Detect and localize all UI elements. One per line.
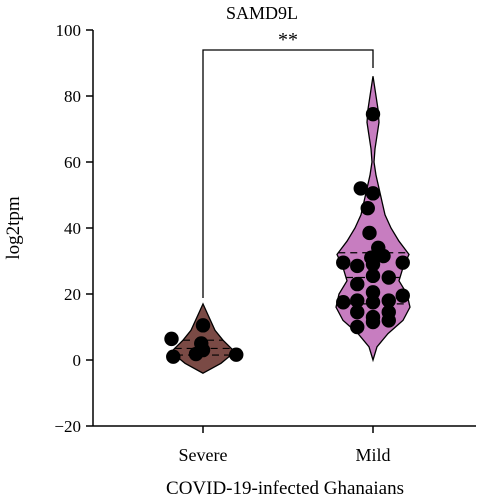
- data-point: [229, 347, 244, 362]
- x-tick-label: Mild: [355, 445, 390, 465]
- data-points: [164, 106, 410, 364]
- data-point: [365, 106, 381, 122]
- data-point: [195, 318, 211, 333]
- data-point: [395, 288, 410, 303]
- data-point: [336, 295, 351, 310]
- y-tick-label: 0: [73, 351, 82, 370]
- y-tick-label: 60: [64, 153, 81, 172]
- data-point: [365, 268, 381, 284]
- significance-bracket: [202, 49, 374, 298]
- y-axis-label: log2tpm: [3, 196, 24, 260]
- y-tick-label: 20: [64, 285, 81, 304]
- data-point: [381, 313, 396, 328]
- significance-annotation: **: [202, 29, 374, 298]
- data-point: [350, 293, 365, 308]
- axes: −20 0 20 40 60 80 100 Severe Mild: [54, 21, 476, 465]
- data-point: [362, 225, 377, 241]
- data-point: [376, 248, 391, 264]
- x-axis-label: COVID-19-infected Ghanaians: [166, 478, 404, 499]
- y-tick-label: 100: [56, 21, 82, 40]
- data-point: [360, 201, 375, 216]
- data-point: [164, 331, 179, 347]
- significance-label: **: [278, 29, 298, 51]
- chart-title: SAMD9L: [226, 3, 298, 23]
- y-tick-label: 40: [64, 219, 81, 238]
- y-tick-label: 80: [64, 87, 81, 106]
- x-tick-label: Severe: [179, 445, 228, 465]
- y-tick-label: −20: [54, 417, 81, 436]
- data-point: [353, 181, 368, 196]
- data-point: [194, 336, 209, 351]
- data-point: [336, 255, 351, 270]
- data-point: [350, 319, 365, 335]
- data-point: [365, 285, 381, 300]
- data-point: [365, 295, 381, 310]
- data-point: [365, 314, 381, 330]
- data-point: [365, 186, 381, 201]
- data-point: [350, 304, 365, 320]
- data-point: [395, 255, 410, 270]
- data-point: [166, 349, 181, 364]
- data-point: [381, 270, 396, 285]
- data-point: [350, 258, 365, 274]
- data-point: [381, 293, 396, 308]
- data-point: [350, 276, 365, 292]
- data-point: [365, 257, 381, 272]
